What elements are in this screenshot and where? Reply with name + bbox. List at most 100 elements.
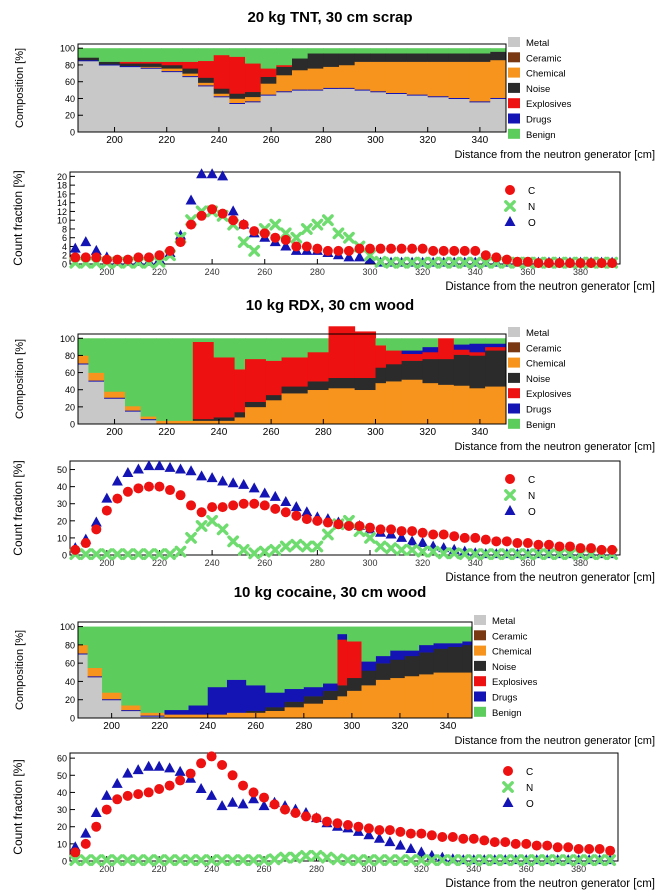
point-O: [405, 843, 417, 853]
ytick-label: 30: [57, 499, 67, 509]
point-C: [270, 232, 281, 243]
composition-legend: Metal Ceramic Chemical Noise Explosives Drugs…: [508, 37, 572, 141]
legend-label-benign: Benign: [526, 130, 556, 141]
xtick-label: 240: [204, 864, 219, 874]
composition-bar-drugs: [323, 683, 338, 691]
composition-bar-benign: [347, 626, 362, 642]
composition-bar-noise: [328, 377, 356, 389]
composition-bar-chemical: [161, 68, 183, 72]
point-N: [300, 540, 313, 553]
composition-bar-drugs: [422, 346, 439, 353]
point-C: [342, 820, 353, 830]
composition-bar-explosives: [385, 350, 403, 365]
composition-bar-noise: [447, 646, 463, 673]
point-N: [142, 854, 155, 867]
xtick-label: 300: [367, 135, 384, 146]
composition-bar-drugs: [284, 688, 305, 702]
point-O: [238, 478, 250, 489]
point-N: [121, 548, 134, 561]
composition-ylabel: Composition [%]: [14, 48, 26, 128]
xtick-label: 320: [419, 427, 436, 438]
ytick-label: 4: [62, 242, 67, 252]
point-O: [396, 531, 408, 542]
composition-bar-benign: [229, 48, 246, 57]
xtick-label: 240: [205, 267, 220, 277]
xtick-label: 340: [472, 427, 489, 438]
count-ylabel: Count fraction [%]: [11, 460, 25, 555]
legend-swatch-chemical: [508, 357, 520, 368]
point-C: [269, 799, 280, 810]
point-N: [205, 854, 218, 867]
point-N: [500, 548, 513, 561]
point-O: [143, 460, 155, 471]
composition-bar-metal: [229, 103, 246, 133]
composition-bar-benign: [78, 48, 100, 58]
composition-bar-chemical: [226, 712, 247, 719]
point-C: [143, 252, 154, 263]
composition-bar-explosives: [265, 360, 283, 396]
ytick-label: 8: [62, 224, 67, 234]
composition-bar-metal: [124, 411, 142, 425]
point-C: [565, 541, 575, 552]
point-O: [122, 767, 134, 778]
point-C: [322, 245, 333, 256]
composition-bar-metal: [213, 96, 230, 133]
point-N: [332, 227, 345, 240]
point-C: [186, 500, 197, 511]
series-C: [70, 751, 616, 858]
composition-bar-metal: [119, 66, 142, 133]
point-C: [458, 833, 469, 844]
composition-bar-noise: [361, 670, 377, 686]
composition-bar-metal: [140, 68, 163, 133]
ytick-label: 50: [57, 771, 67, 781]
point-C: [426, 830, 437, 841]
point-C: [291, 241, 302, 252]
composition-bar-benign: [385, 48, 408, 54]
ytick-label: 60: [65, 368, 75, 378]
composition-bar-metal: [307, 90, 324, 133]
composition-bar-metal: [140, 716, 165, 719]
point-N: [394, 854, 407, 867]
count-legend: CNO: [504, 185, 536, 229]
point-C: [80, 252, 91, 263]
point-C: [186, 219, 197, 230]
composition-bar-chemical: [121, 705, 141, 711]
ytick-label: 20: [57, 822, 67, 832]
point-N: [427, 256, 440, 269]
point-N: [363, 854, 375, 867]
composition-bar-chemical: [404, 675, 420, 719]
point-N: [100, 548, 113, 561]
point-O: [227, 477, 239, 488]
composition-bar-noise: [448, 53, 470, 62]
composition-bar-explosives: [182, 61, 199, 69]
point-O: [269, 490, 281, 501]
xtick-label: 240: [199, 721, 216, 732]
legend-marker-C: [503, 766, 513, 776]
point-C: [501, 254, 512, 265]
composition-bar-benign: [469, 48, 491, 54]
composition-bar-benign: [98, 48, 121, 62]
legend-label-drugs: Drugs: [492, 693, 518, 704]
point-C: [438, 245, 449, 256]
xtick-label: 260: [263, 135, 280, 146]
xtick-label: 240: [205, 558, 220, 568]
composition-bar-benign: [361, 626, 377, 662]
point-O: [280, 496, 292, 507]
composition-bar-noise: [469, 53, 491, 62]
composition-bar-benign: [78, 338, 89, 356]
composition-bar-chemical: [385, 381, 403, 425]
composition-bar-metal: [88, 381, 105, 425]
composition-bar-chemical: [265, 400, 283, 425]
legend-swatch-ceramic: [508, 342, 520, 353]
composition-ylabel: Composition [%]: [14, 630, 26, 710]
point-N: [195, 520, 208, 532]
point-C: [259, 228, 270, 239]
point-C: [491, 252, 502, 263]
composition-bar-chemical: [448, 61, 470, 99]
composition-bar-benign: [404, 626, 420, 651]
composition-bar-chemical: [156, 420, 173, 425]
point-C: [228, 500, 239, 511]
composition-bar-chemical: [370, 61, 387, 93]
composition-bar-chemical: [140, 712, 165, 717]
